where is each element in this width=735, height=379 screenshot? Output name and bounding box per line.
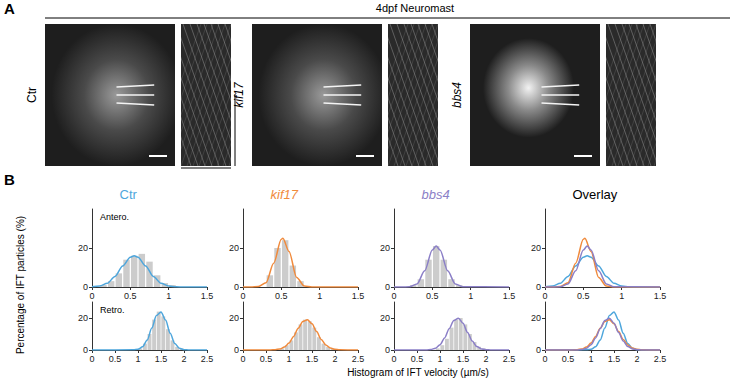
svg-text:4dpf Neuromast: 4dpf Neuromast (376, 2, 454, 14)
svg-text:20: 20 (78, 313, 88, 323)
svg-text:20: 20 (531, 243, 541, 253)
svg-text:20: 20 (380, 243, 390, 253)
svg-text:0: 0 (536, 282, 541, 292)
svg-text:0.5: 0.5 (124, 291, 137, 301)
svg-text:0: 0 (89, 354, 94, 364)
svg-text:Retro.: Retro. (100, 305, 125, 315)
svg-text:1: 1 (437, 354, 442, 364)
svg-text:1: 1 (468, 291, 473, 301)
svg-text:0.5: 0.5 (109, 354, 122, 364)
svg-text:20: 20 (229, 243, 239, 253)
svg-text:0: 0 (240, 291, 245, 301)
svg-text:0: 0 (391, 291, 396, 301)
svg-text:bbs4: bbs4 (422, 187, 450, 202)
svg-text:kif17: kif17 (271, 187, 299, 202)
svg-text:kif17: kif17 (232, 81, 246, 108)
svg-text:0: 0 (536, 345, 541, 355)
svg-text:1: 1 (135, 354, 140, 364)
svg-text:B: B (4, 171, 15, 188)
svg-text:1.5: 1.5 (503, 291, 516, 301)
svg-text:2: 2 (483, 354, 488, 364)
svg-text:Overlay: Overlay (573, 187, 618, 202)
svg-text:1: 1 (166, 291, 171, 301)
svg-text:1.5: 1.5 (608, 354, 621, 364)
svg-text:Histogram of IFT velocity (µm/: Histogram of IFT velocity (µm/s) (347, 367, 489, 378)
svg-text:20: 20 (380, 313, 390, 323)
svg-text:2.5: 2.5 (503, 354, 516, 364)
svg-text:0: 0 (240, 354, 245, 364)
svg-text:20: 20 (229, 313, 239, 323)
svg-text:1.5: 1.5 (155, 354, 168, 364)
svg-text:1.5: 1.5 (306, 354, 319, 364)
svg-text:0: 0 (385, 345, 390, 355)
svg-text:0: 0 (391, 354, 396, 364)
svg-text:1.5: 1.5 (352, 291, 365, 301)
svg-text:0.5: 0.5 (562, 354, 575, 364)
svg-text:1: 1 (317, 291, 322, 301)
svg-text:0: 0 (83, 282, 88, 292)
svg-text:1.5: 1.5 (654, 291, 667, 301)
svg-text:Percentage of IFT particles (%: Percentage of IFT particles (%) (15, 216, 26, 354)
svg-text:1: 1 (286, 354, 291, 364)
svg-text:Ctr: Ctr (120, 187, 138, 202)
svg-text:0.5: 0.5 (260, 354, 273, 364)
svg-text:0: 0 (542, 354, 547, 364)
svg-text:bbs4: bbs4 (450, 82, 464, 108)
svg-text:20: 20 (78, 243, 88, 253)
svg-text:0.5: 0.5 (275, 291, 288, 301)
svg-text:2: 2 (634, 354, 639, 364)
svg-text:0: 0 (89, 291, 94, 301)
svg-text:2.5: 2.5 (352, 354, 365, 364)
svg-text:2.5: 2.5 (654, 354, 667, 364)
svg-text:0.5: 0.5 (411, 354, 424, 364)
svg-text:2.5: 2.5 (201, 354, 214, 364)
svg-text:0: 0 (542, 291, 547, 301)
svg-text:0.5: 0.5 (577, 291, 590, 301)
svg-text:20: 20 (531, 313, 541, 323)
svg-text:0: 0 (234, 282, 239, 292)
svg-text:2: 2 (332, 354, 337, 364)
svg-text:0.5: 0.5 (426, 291, 439, 301)
svg-text:Antero.: Antero. (100, 212, 129, 222)
svg-text:1: 1 (619, 291, 624, 301)
svg-text:1.5: 1.5 (457, 354, 470, 364)
svg-text:1.5: 1.5 (201, 291, 214, 301)
svg-text:1: 1 (588, 354, 593, 364)
svg-text:0: 0 (234, 345, 239, 355)
svg-text:Ctr: Ctr (25, 87, 39, 103)
svg-text:2: 2 (181, 354, 186, 364)
svg-text:A: A (4, 0, 15, 17)
svg-text:0: 0 (385, 282, 390, 292)
svg-text:0: 0 (83, 345, 88, 355)
